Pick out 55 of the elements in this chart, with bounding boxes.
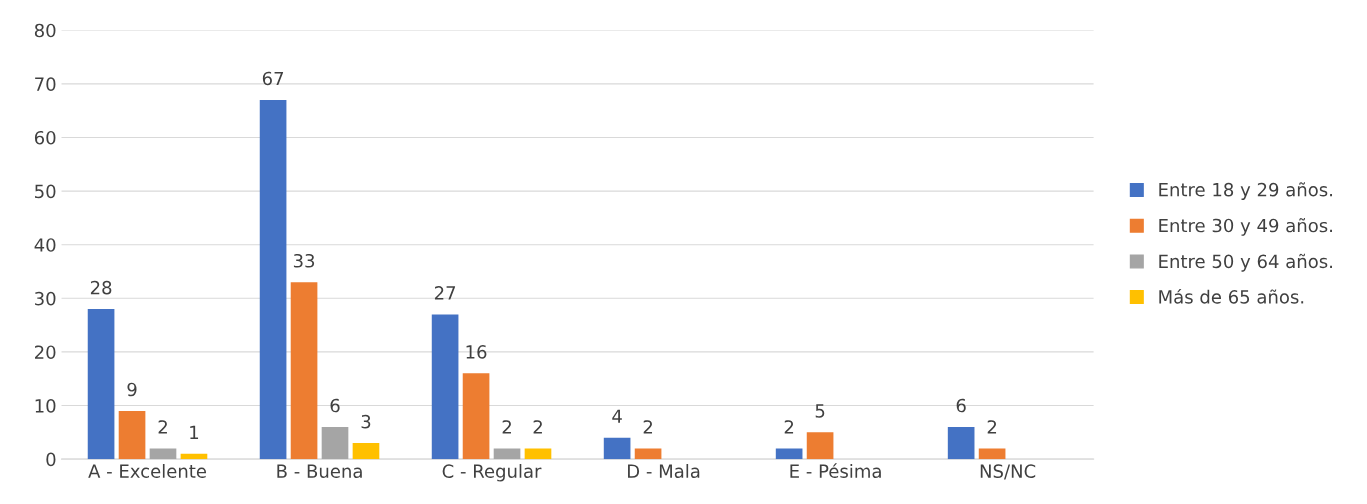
- x-tick-label: NS/NC: [980, 464, 1036, 480]
- data-label: 1: [190, 425, 199, 439]
- x-tick-label: C - Regular: [442, 464, 542, 482]
- y-tick-label: 0: [46, 452, 56, 467]
- bar: [259, 99, 287, 460]
- bar: [806, 432, 834, 460]
- y-tick-label: 60: [34, 130, 56, 145]
- data-label: 5: [815, 404, 825, 418]
- data-label: 28: [90, 280, 112, 295]
- x-tick-label: E - Pésima: [790, 463, 881, 478]
- data-label: 6: [330, 398, 340, 413]
- data-label: 33: [293, 253, 315, 268]
- bar: [431, 314, 459, 460]
- x-tick-label: A - Excelente: [88, 464, 207, 478]
- y-tick-label: 30: [35, 291, 56, 306]
- bar: [775, 448, 803, 460]
- data-label: 2: [158, 420, 167, 434]
- bar: [462, 373, 490, 460]
- data-label: 16: [466, 345, 487, 359]
- bar: [947, 426, 975, 460]
- legend-label: Más de 65 años.: [1159, 288, 1304, 304]
- data-label: 67: [262, 71, 284, 86]
- data-label: 6: [956, 398, 966, 413]
- y-tick-label: 20: [35, 345, 56, 360]
- data-label: 3: [361, 414, 371, 429]
- data-label: 2: [502, 420, 511, 434]
- bar: [603, 437, 631, 460]
- legend-label: Entre 18 y 29 años.: [1159, 182, 1332, 200]
- bar: [290, 282, 318, 460]
- data-label: 2: [533, 420, 542, 434]
- data-label: 2: [784, 420, 794, 434]
- legend-label: Entre 50 y 64 años.: [1159, 253, 1332, 272]
- data-label: 4: [612, 409, 622, 423]
- bar: [978, 448, 1006, 460]
- bar: [321, 426, 349, 460]
- bar: [149, 448, 177, 460]
- bar: [180, 453, 208, 460]
- data-label: 2: [643, 420, 653, 434]
- y-tick-label: 10: [35, 398, 56, 413]
- legend-label: Entre 30 y 49 años.: [1159, 218, 1332, 236]
- bar: [352, 443, 380, 460]
- y-tick-label: 40: [34, 238, 56, 252]
- data-label: 2: [987, 420, 997, 434]
- y-tick-label: 80: [34, 23, 56, 38]
- y-tick-label: 50: [35, 184, 56, 199]
- data-label: 9: [127, 382, 137, 397]
- x-tick-label: D - Mala: [628, 464, 700, 478]
- y-tick-label: 70: [35, 77, 56, 91]
- bar: [87, 309, 115, 460]
- bar: [524, 448, 552, 460]
- bar: [493, 448, 521, 460]
- bar: [634, 448, 662, 460]
- bar: [118, 410, 146, 460]
- x-tick-label: B - Buena: [277, 464, 362, 478]
- data-label: 27: [434, 286, 456, 300]
